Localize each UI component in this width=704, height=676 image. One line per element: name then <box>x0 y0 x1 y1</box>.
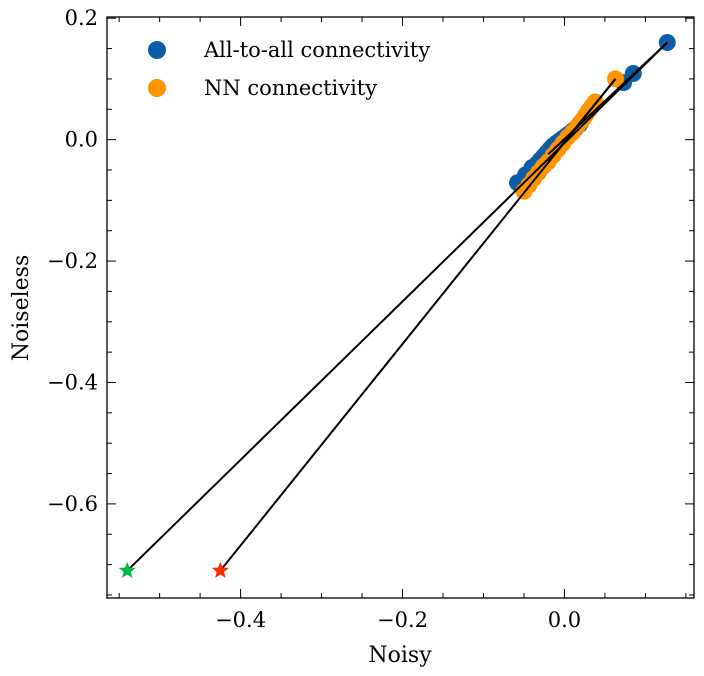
x-ticks: −0.4 −0.2 0.0 <box>118 17 687 632</box>
plot-frame <box>106 16 695 599</box>
y-tick-label: 0.2 <box>65 6 98 30</box>
y-tick-label: −0.4 <box>47 370 98 394</box>
outlier-star-1 <box>211 561 229 578</box>
y-ticks: 0.2 0.0 −0.2 −0.4 −0.6 <box>47 6 694 596</box>
fit-line-3 <box>547 78 617 163</box>
y-tick-label: −0.2 <box>47 249 98 273</box>
legend-marker-nn <box>148 79 166 97</box>
outlier-star-0 <box>118 561 136 578</box>
axes <box>106 16 695 599</box>
data-points <box>118 33 676 578</box>
legend: All-to-all connectivity NN connectivity <box>148 38 430 100</box>
y-axis-label: Noiseless <box>9 255 34 361</box>
fit-line-0 <box>126 41 668 572</box>
x-axis-label: Noisy <box>368 643 432 668</box>
legend-label-nn: NN connectivity <box>204 76 377 100</box>
legend-marker-all-to-all <box>148 41 166 59</box>
x-tick-label: −0.4 <box>215 608 266 632</box>
y-tick-label: −0.6 <box>47 492 98 516</box>
x-tick-label: 0.0 <box>548 608 581 632</box>
x-tick-label: −0.2 <box>377 608 428 632</box>
legend-label-all-to-all: All-to-all connectivity <box>203 38 430 62</box>
y-tick-label: 0.0 <box>65 128 98 152</box>
